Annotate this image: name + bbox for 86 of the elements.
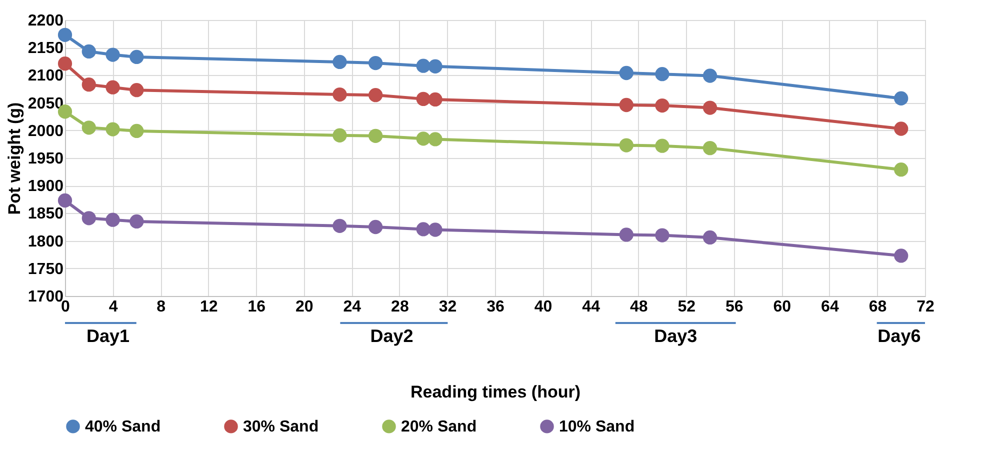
point <box>58 28 72 42</box>
x-axis-title: Reading times (hour) <box>410 382 581 402</box>
y-tick-label: 2200 <box>28 12 64 30</box>
x-tick-label: 44 <box>582 298 600 316</box>
y-axis-title: Pot weight (g) <box>4 102 24 215</box>
x-tick-label: 4 <box>108 298 118 316</box>
point <box>82 120 96 135</box>
x-tick-label: 20 <box>295 298 314 316</box>
x-tick-label: 24 <box>343 298 362 316</box>
point <box>106 80 120 94</box>
y-tick-label: 2100 <box>28 68 64 85</box>
y-tick-label: 1900 <box>28 178 64 196</box>
legend-label: 20% Sand <box>401 418 477 436</box>
point <box>655 98 670 113</box>
point <box>619 138 634 152</box>
text: Day3 <box>654 326 698 346</box>
y-tick-label: 1950 <box>28 150 64 168</box>
point <box>702 230 718 245</box>
x-tick-label: 8 <box>156 298 166 316</box>
point <box>130 50 144 64</box>
point <box>619 66 634 80</box>
point <box>655 67 670 82</box>
point <box>619 98 634 112</box>
point <box>332 54 347 70</box>
x-tick-label: 72 <box>916 298 934 316</box>
point <box>702 100 718 115</box>
point <box>106 48 120 62</box>
point <box>332 218 347 233</box>
point <box>416 222 430 236</box>
x-tick-label: 68 <box>868 298 887 316</box>
point <box>428 222 442 237</box>
point <box>702 141 718 156</box>
legend-label: 30% Sand <box>243 418 319 436</box>
point <box>894 122 908 136</box>
text: Day2 <box>370 326 414 346</box>
text: Day6 <box>878 326 921 346</box>
point <box>894 248 908 263</box>
y-tick-label: 1800 <box>28 233 64 250</box>
point <box>416 58 430 73</box>
x-tick-label: 16 <box>248 298 266 316</box>
point <box>619 228 634 242</box>
point <box>82 211 96 226</box>
point <box>82 78 96 92</box>
legend-label: 10% Sand <box>559 418 635 436</box>
x-tick-label: 28 <box>391 298 409 316</box>
point <box>428 59 442 74</box>
point <box>655 228 670 242</box>
text: Day1 <box>86 326 130 346</box>
point <box>368 128 383 143</box>
point <box>58 56 72 71</box>
y-tick-label: 2000 <box>28 122 64 140</box>
point <box>894 162 908 177</box>
y-tick-label: 2150 <box>28 40 64 58</box>
point <box>106 122 120 136</box>
x-tick-label: 52 <box>678 298 696 316</box>
y-tick-label: 1750 <box>28 260 64 278</box>
point <box>428 132 442 146</box>
y-tick-label: 2050 <box>28 95 64 112</box>
point <box>416 132 430 146</box>
point <box>130 124 144 138</box>
point <box>655 138 670 153</box>
point <box>368 220 383 234</box>
x-tick-label: 48 <box>630 298 648 316</box>
point <box>368 56 383 70</box>
x-tick-label: 36 <box>486 298 504 316</box>
point <box>894 91 908 106</box>
point <box>416 92 430 106</box>
x-tick-label: 12 <box>200 298 218 316</box>
point <box>368 88 383 102</box>
point <box>702 68 718 83</box>
y-tick-label: 1850 <box>28 206 64 223</box>
point <box>428 92 442 107</box>
point <box>106 212 120 227</box>
x-tick-label: 0 <box>61 298 70 316</box>
x-tick-label: 60 <box>773 298 792 316</box>
x-tick-label: 40 <box>534 298 552 316</box>
x-tick-label: 64 <box>821 298 839 316</box>
x-tick-label: 56 <box>725 298 744 316</box>
point <box>332 128 347 142</box>
point <box>332 87 347 102</box>
point <box>58 193 72 208</box>
x-tick-label: 32 <box>438 298 457 316</box>
legend-label: 40% Sand <box>85 418 161 436</box>
point <box>130 214 144 229</box>
point <box>82 44 96 59</box>
point <box>130 83 144 98</box>
